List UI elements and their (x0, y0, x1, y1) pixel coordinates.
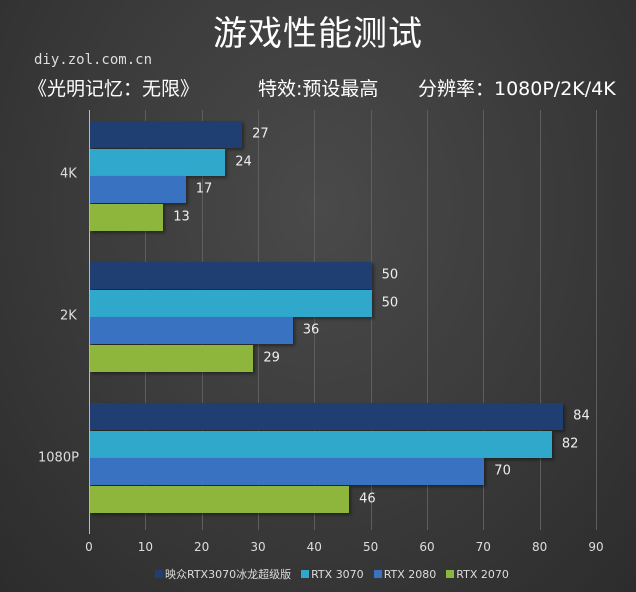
category-label: 1080P (38, 450, 79, 466)
legend-item: RTX 3070 (301, 568, 364, 581)
bar-value-label: 24 (235, 154, 252, 169)
bar-value-label: 84 (573, 408, 590, 424)
legend-swatch-icon (155, 570, 163, 578)
bar-value-label: 29 (263, 350, 280, 365)
legend-label: RTX 3070 (311, 567, 364, 581)
gridline (314, 110, 316, 530)
gridline (595, 110, 597, 530)
bar-value-label: 13 (173, 209, 190, 224)
x-tick-label: 40 (306, 540, 322, 554)
x-tick-label: 30 (250, 540, 266, 554)
bar-value-label: 17 (195, 181, 213, 197)
bar (90, 430, 552, 458)
site-watermark: diy.zol.com.cn (34, 52, 153, 68)
bar (90, 317, 293, 344)
bar-value-label: 27 (252, 126, 269, 142)
x-tick-label: 50 (363, 540, 379, 554)
x-tick-label: 10 (137, 540, 153, 554)
bar (90, 403, 564, 430)
gridline (370, 110, 372, 530)
x-tick-label: 20 (194, 540, 210, 554)
bar (90, 148, 226, 176)
bar-value-label: 46 (359, 491, 376, 506)
gridline (426, 110, 428, 530)
category-label: 2K (60, 308, 77, 324)
bar (90, 121, 243, 148)
x-tick-label: 0 (85, 540, 93, 554)
category-label: 4K (60, 166, 77, 182)
bar-value-label: 50 (381, 295, 399, 310)
legend-item: RTX 2070 (446, 568, 509, 581)
bar (90, 203, 164, 231)
bar (90, 289, 372, 317)
legend-item: 映众RTX3070冰龙超级版 (155, 566, 291, 582)
x-tick-label: 90 (588, 540, 604, 554)
bar (90, 176, 186, 203)
bar (90, 458, 485, 485)
legend-label: RTX 2080 (383, 567, 437, 581)
legend-label: 映众RTX3070冰龙超级版 (165, 568, 292, 581)
legend-swatch-icon (373, 570, 382, 578)
x-tick-label: 70 (475, 540, 491, 554)
bar (90, 485, 350, 513)
resolution-setting: 分辨率：1080P/2K/4K (418, 78, 616, 100)
legend-item: RTX 2080 (373, 567, 437, 581)
legend: 映众RTX3070冰龙超级版 RTX 3070 RTX 2080 RTX 207… (155, 566, 515, 582)
chart-title: 游戏性能测试 (213, 14, 423, 54)
bar-value-label: 82 (561, 436, 579, 451)
x-tick-label: 80 (531, 540, 548, 554)
gridline (483, 110, 485, 530)
bar (90, 344, 254, 372)
x-tick-label: 60 (419, 540, 435, 554)
game-title: 《光明记忆：无限》 (28, 78, 200, 100)
bar-value-label: 70 (494, 463, 511, 479)
y-axis-line (89, 110, 90, 534)
legend-swatch-icon (446, 570, 455, 578)
bar-value-label: 50 (381, 267, 399, 283)
bar-value-label: 36 (302, 322, 320, 338)
legend-label: RTX 2070 (456, 567, 509, 581)
legend-swatch-icon (301, 570, 310, 578)
gridline (539, 110, 541, 530)
bar (90, 262, 372, 289)
effects-setting: 特效:预设最高 (258, 78, 379, 100)
